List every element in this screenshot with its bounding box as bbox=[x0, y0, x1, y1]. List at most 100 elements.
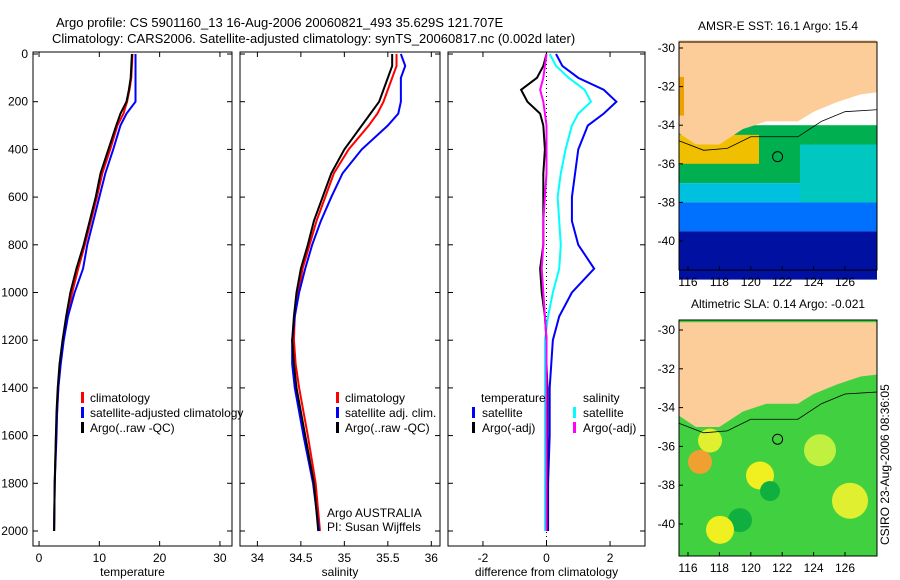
series-climatology bbox=[292, 54, 398, 532]
legend-swatch bbox=[472, 422, 475, 433]
isobath bbox=[678, 391, 877, 434]
map-title: AMSR-E SST: 16.1 Argo: 15.4 bbox=[698, 19, 858, 33]
y-tick-label: -32 bbox=[658, 362, 676, 376]
legend-entry: satellite-adjusted climatology bbox=[90, 406, 243, 420]
x-tick-label: 0 bbox=[36, 551, 43, 565]
y-tick-label: -36 bbox=[658, 157, 676, 171]
y-tick-label: -32 bbox=[658, 80, 676, 94]
land bbox=[678, 40, 877, 145]
x-tick-label: 116 bbox=[678, 561, 697, 575]
y-tick-label: 1400 bbox=[1, 381, 28, 395]
legend-entry: satellite bbox=[482, 406, 523, 420]
y-tick-label: -34 bbox=[658, 401, 676, 415]
x-tick-label: 10 bbox=[93, 551, 107, 565]
y-tick-label: -34 bbox=[658, 118, 676, 132]
legend-entry: climatology bbox=[345, 391, 405, 405]
salinity-axes-box bbox=[239, 51, 441, 547]
y-tick-label: 0 bbox=[21, 47, 28, 61]
x-tick-label: 20 bbox=[153, 551, 167, 565]
y-tick-label: -36 bbox=[658, 439, 676, 453]
x-tick-label: 124 bbox=[804, 275, 824, 289]
x-tick-label: 35 bbox=[338, 551, 352, 565]
x-tick-label: 126 bbox=[835, 275, 855, 289]
x-tick-label: 122 bbox=[772, 561, 792, 575]
argo-position-marker bbox=[772, 151, 784, 163]
y-tick-label: 200 bbox=[8, 95, 28, 109]
legend-swatch bbox=[472, 407, 475, 418]
timestamp-label: CSIRO 23-Aug-2006 08:36:05 bbox=[878, 384, 892, 545]
y-tick-label: -40 bbox=[658, 234, 676, 248]
y-tick-label: 2000 bbox=[1, 524, 28, 538]
sst-band bbox=[800, 144, 877, 203]
legend-entry: satellite bbox=[583, 406, 624, 420]
y-tick-label: -38 bbox=[658, 478, 676, 492]
sst-west-coast bbox=[679, 76, 684, 116]
x-tick-label: 30 bbox=[213, 551, 227, 565]
y-tick-label: 800 bbox=[8, 238, 28, 252]
x-tick-label: 124 bbox=[804, 561, 824, 575]
y-tick-label: 1800 bbox=[1, 476, 28, 490]
legend-swatch bbox=[336, 422, 339, 433]
legend-swatch bbox=[81, 392, 84, 403]
x-tick-label: 120 bbox=[741, 561, 761, 575]
x-axis-label: salinity bbox=[322, 565, 359, 579]
map-title: Altimetric SLA: 0.14 Argo: -0.021 bbox=[691, 297, 865, 311]
isobath bbox=[678, 109, 877, 151]
legend-swatch bbox=[336, 407, 339, 418]
y-tick-label: 1200 bbox=[1, 333, 28, 347]
x-tick-label: 126 bbox=[835, 561, 855, 575]
sla-anomaly bbox=[804, 434, 836, 467]
y-tick-label: 1600 bbox=[1, 429, 28, 443]
x-tick-label: 118 bbox=[710, 275, 729, 289]
y-tick-label: -38 bbox=[658, 195, 676, 209]
x-tick-label: 35.5 bbox=[376, 551, 400, 565]
y-tick-label: 1000 bbox=[1, 286, 28, 300]
y-tick-label: 600 bbox=[8, 190, 28, 204]
series-temperature-satellite bbox=[547, 53, 618, 531]
legend-heading: temperature bbox=[481, 391, 546, 405]
x-tick-label: 120 bbox=[741, 275, 761, 289]
title-line-1: Argo profile: CS 5901160_13 16-Aug-2006 … bbox=[56, 15, 504, 30]
legend-heading: salinity bbox=[583, 391, 620, 405]
sla-anomaly bbox=[728, 508, 752, 533]
legend-swatch bbox=[81, 422, 84, 433]
series-salinity-satellite bbox=[543, 53, 593, 531]
title-line-2: Climatology: CARS2006. Satellite-adjuste… bbox=[52, 31, 576, 46]
annotation-line-1: Argo AUSTRALIA bbox=[327, 506, 422, 520]
y-tick-label: -30 bbox=[658, 323, 676, 337]
map-frame bbox=[678, 41, 878, 271]
land bbox=[678, 322, 877, 427]
y-tick-label: 400 bbox=[8, 142, 28, 156]
series-satellite-adj-clim- bbox=[291, 53, 407, 532]
sla-anomaly bbox=[688, 449, 712, 474]
sst-band bbox=[679, 231, 877, 280]
x-tick-label: -2 bbox=[478, 551, 489, 565]
series-argo-raw-qc- bbox=[291, 54, 394, 532]
legend-entry: satellite adj. clim. bbox=[345, 406, 436, 420]
legend-entry: Argo(..raw -QC) bbox=[345, 421, 430, 435]
sla-anomaly bbox=[760, 481, 780, 502]
legend-entry: Argo(..raw -QC) bbox=[90, 421, 175, 435]
x-tick-label: 34.5 bbox=[289, 551, 313, 565]
series-satellite-adjusted-climatology bbox=[53, 54, 137, 532]
x-tick-label: 2 bbox=[607, 551, 614, 565]
legend-swatch bbox=[336, 392, 339, 403]
temperature-axes-box bbox=[32, 51, 233, 547]
series-argo-raw-qc- bbox=[53, 53, 133, 532]
argo-position-marker bbox=[772, 433, 784, 445]
x-axis-label: temperature bbox=[100, 565, 165, 579]
legend-entry: Argo(-adj) bbox=[583, 421, 636, 435]
sla-anomaly bbox=[832, 482, 868, 519]
legend-swatch bbox=[81, 407, 84, 418]
sla-anomaly bbox=[706, 515, 734, 544]
series-salinity-argo-adj- bbox=[539, 53, 548, 531]
legend-entry: Argo(-adj) bbox=[482, 421, 535, 435]
x-tick-label: 118 bbox=[710, 561, 729, 575]
sst-band bbox=[679, 202, 877, 232]
x-tick-label: 116 bbox=[678, 275, 697, 289]
legend-entry: climatology bbox=[90, 391, 150, 405]
y-tick-label: -40 bbox=[658, 517, 676, 531]
x-tick-label: 34 bbox=[251, 551, 265, 565]
